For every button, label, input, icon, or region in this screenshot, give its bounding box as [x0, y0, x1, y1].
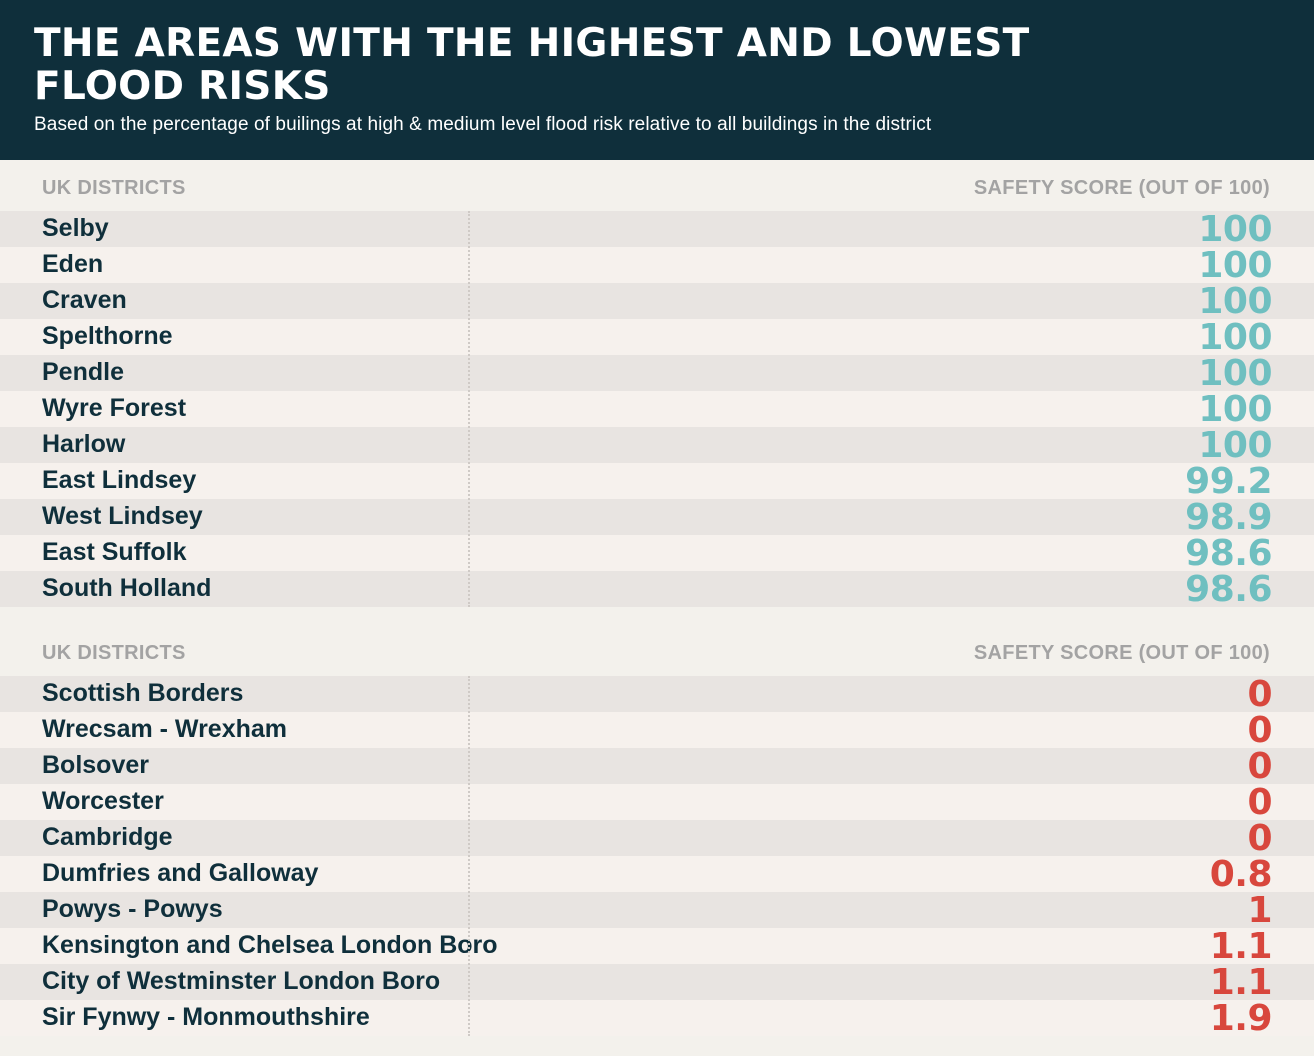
column-header-districts: UK DISTRICTS	[42, 642, 186, 664]
district-name: East Suffolk	[42, 538, 187, 566]
table-row: Eden 100	[0, 245, 1314, 286]
table-row: Craven 100	[0, 281, 1314, 322]
safety-score-value: 99.2	[1185, 461, 1272, 502]
table-row: East Suffolk 98.6	[0, 533, 1314, 574]
safety-score-value: 0	[1247, 710, 1272, 751]
district-name: Wyre Forest	[42, 394, 187, 422]
table-row: Bolsover 0	[0, 746, 1314, 787]
safety-score-value: 98.9	[1185, 497, 1272, 538]
table-row: Wrecsam - Wrexham 0	[0, 710, 1314, 751]
safety-score-value: 1.9	[1209, 998, 1273, 1039]
safety-score-value: 100	[1198, 281, 1272, 322]
district-name: Pendle	[42, 358, 124, 386]
safety-score-value: 100	[1198, 245, 1272, 286]
safety-score-value: 100	[1198, 209, 1272, 250]
table-row: Scottish Borders 0	[0, 674, 1314, 715]
district-name: Worcester	[42, 787, 164, 815]
safety-score-value: 1	[1247, 890, 1272, 931]
district-name: Bolsover	[42, 751, 149, 779]
district-name: East Lindsey	[42, 466, 197, 494]
safety-score-value: 100	[1198, 317, 1272, 358]
table-row: Kensington and Chelsea London Boro 1.1	[0, 926, 1314, 967]
district-name: Sir Fynwy - Monmouthshire	[42, 1003, 370, 1031]
district-name: Eden	[42, 250, 104, 278]
safety-score-value: 1.1	[1209, 926, 1273, 967]
district-name: Cambridge	[42, 823, 173, 851]
safety-score-value: 100	[1198, 425, 1272, 466]
safety-score-value: 98.6	[1185, 569, 1272, 610]
table-row: Wyre Forest 100	[0, 389, 1314, 430]
district-name: South Holland	[42, 574, 212, 602]
safety-score-value: 98.6	[1185, 533, 1272, 574]
table-row: Sir Fynwy - Monmouthshire 1.9	[0, 998, 1314, 1039]
table-row: Selby 100	[0, 209, 1314, 250]
district-name: Scottish Borders	[42, 679, 244, 707]
table-row: Spelthorne 100	[0, 317, 1314, 358]
header-banner: THE AREAS WITH THE HIGHEST AND LOWEST FL…	[0, 0, 1314, 160]
table-row: Dumfries and Galloway 0.8	[0, 854, 1314, 895]
district-name: City of Westminster London Boro	[42, 967, 441, 995]
safety-score-value: 100	[1198, 353, 1272, 394]
safety-score-value: 1.1	[1209, 962, 1273, 1003]
safety-score-value: 0.8	[1209, 854, 1273, 895]
column-divider	[468, 211, 470, 607]
table-row: East Lindsey 99.2	[0, 461, 1314, 502]
district-name: Dumfries and Galloway	[42, 859, 319, 887]
table-row: City of Westminster London Boro 1.1	[0, 962, 1314, 1003]
district-name: West Lindsey	[42, 502, 203, 530]
table-row: Harlow 100	[0, 425, 1314, 466]
table-rows: Scottish Borders 0 Wrecsam - Wrexham 0 Bolso…	[0, 674, 1314, 1039]
district-name: Wrecsam - Wrexham	[42, 715, 288, 743]
column-header-safety-score: SAFETY SCORE (OUT OF 100)	[973, 642, 1270, 664]
table-row: Cambridge 0	[0, 818, 1314, 859]
safety-score-value: 0	[1247, 674, 1272, 715]
safety-score-value: 0	[1247, 782, 1272, 823]
table-row: South Holland 98.6	[0, 569, 1314, 610]
district-name: Powys - Powys	[42, 895, 223, 923]
table-row: Powys - Powys 1	[0, 890, 1314, 931]
column-header-districts: UK DISTRICTS	[42, 177, 186, 199]
page-subtitle: Based on the percentage of builings at h…	[34, 114, 932, 135]
table-rows: Selby 100 Eden 100 Craven 100 Spelthorne 100 Pen…	[0, 209, 1314, 610]
district-name: Spelthorne	[42, 322, 173, 350]
district-name: Kensington and Chelsea London Boro	[42, 931, 498, 959]
safety-score-value: 100	[1198, 389, 1272, 430]
safety-score-value: 0	[1247, 818, 1272, 859]
district-name: Craven	[42, 286, 127, 314]
district-name: Harlow	[42, 430, 126, 458]
column-divider	[468, 676, 470, 1036]
table-row: West Lindsey 98.9	[0, 497, 1314, 538]
safety-score-value: 0	[1247, 746, 1272, 787]
column-header-safety-score: SAFETY SCORE (OUT OF 100)	[973, 177, 1270, 199]
page-title: THE AREAS WITH THE HIGHEST AND LOWEST FL…	[34, 21, 1030, 109]
district-name: Selby	[42, 214, 109, 242]
table-row: Worcester 0	[0, 782, 1314, 823]
table-row: Pendle 100	[0, 353, 1314, 394]
